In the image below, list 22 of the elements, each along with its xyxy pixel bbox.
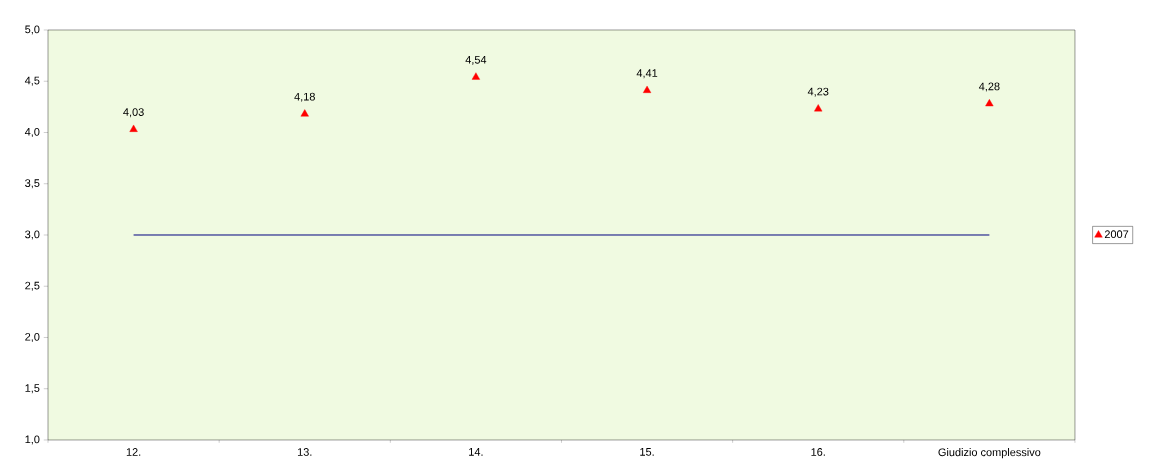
y-tick-label: 2,5 bbox=[25, 281, 40, 291]
legend-label: 2007 bbox=[1104, 230, 1129, 239]
x-tick-label: 16. bbox=[811, 448, 825, 456]
y-tick-label: 4,5 bbox=[24, 76, 40, 86]
data-label: 4,23 bbox=[807, 87, 829, 97]
x-tick-label: 15. bbox=[640, 448, 654, 456]
data-label: 4,41 bbox=[636, 69, 658, 79]
x-tick-label: Giudizio complessivo bbox=[938, 448, 1041, 459]
y-tick-label: 1,5 bbox=[25, 384, 40, 394]
data-label: 4,03 bbox=[123, 108, 144, 118]
y-tick-label: 2,0 bbox=[25, 332, 40, 343]
x-tick-label: 12. bbox=[126, 448, 141, 456]
y-tick-label: 4,0 bbox=[24, 127, 40, 138]
data-label: 4,54 bbox=[465, 56, 487, 65]
y-tick-label: 3,5 bbox=[25, 179, 40, 189]
y-tick-label: 3,0 bbox=[25, 230, 40, 240]
x-tick-label: 13. bbox=[297, 448, 312, 456]
y-tick-label: 1,0 bbox=[25, 435, 40, 445]
data-label: 4,18 bbox=[294, 92, 315, 102]
y-tick-label: 5,0 bbox=[25, 25, 40, 35]
data-label: 4,28 bbox=[978, 82, 1000, 92]
x-tick-label: 14. bbox=[469, 448, 483, 456]
